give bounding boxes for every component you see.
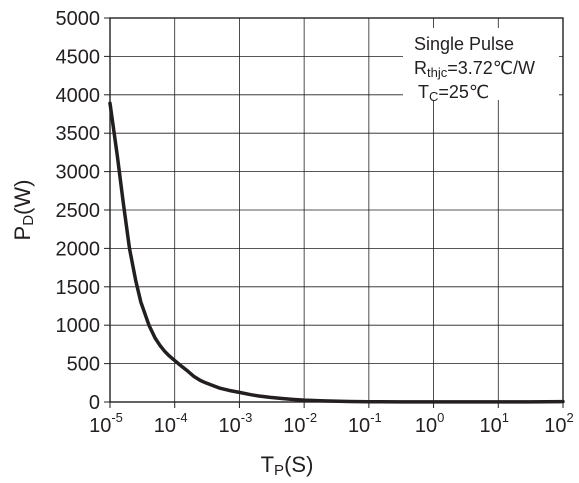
x-tick-label: 10-4 (154, 410, 188, 437)
rthjc-subscript: thjc (427, 65, 448, 80)
x-axis-title-unit: (S) (284, 452, 313, 477)
x-tick-label: 100 (415, 410, 444, 437)
x-tick-exponent: -5 (111, 410, 123, 425)
tc-main: T (418, 82, 429, 102)
y-tick-label: 1500 (56, 277, 101, 299)
x-tick-exponent: -4 (176, 410, 188, 425)
y-tick-label: 3000 (56, 162, 101, 184)
x-axis: 10-5 10-4 10-3 10-2 10-1 100 101 102 (89, 402, 574, 437)
y-axis-title-main: P (10, 226, 35, 241)
grid (110, 18, 563, 402)
annotation-box (403, 28, 559, 100)
y-tick-label: 500 (67, 354, 100, 376)
annotation: Single Pulse Rthjc=3.72℃/W TC=25℃ (414, 34, 535, 104)
x-axis-title-subscript: P (274, 462, 284, 479)
y-tick-label: 3500 (56, 123, 101, 145)
x-tick-label: 102 (544, 410, 573, 437)
annotation-line-rthjc: Rthjc=3.72℃/W (414, 58, 535, 80)
x-tick-base: 10 (415, 415, 437, 437)
x-tick-exponent: 2 (567, 410, 574, 425)
x-tick-label: 10-3 (219, 410, 253, 437)
y-axis-title-unit: (W) (10, 180, 35, 215)
tc-subscript: C (429, 89, 438, 104)
x-tick-label: 10-5 (89, 410, 123, 437)
x-tick-label: 101 (480, 410, 509, 437)
y-tick-label: 4000 (56, 85, 101, 107)
y-axis-title-subscript: D (20, 215, 37, 226)
x-tick-exponent: 0 (437, 410, 444, 425)
annotation-line-single-pulse: Single Pulse (414, 34, 514, 54)
x-tick-base: 10 (283, 415, 305, 437)
rthjc-main: R (414, 58, 427, 78)
y-axis-title: PD(W) (10, 180, 37, 241)
y-tick-label: 4500 (56, 46, 101, 68)
x-tick-base: 10 (219, 415, 241, 437)
x-tick-exponent: 1 (502, 410, 509, 425)
annotation-line-tc: TC=25℃ (418, 82, 489, 104)
x-tick-base: 10 (480, 415, 502, 437)
x-tick-base: 10 (348, 415, 370, 437)
x-axis-title: TP(S) (261, 452, 314, 479)
y-tick-label: 2500 (56, 200, 101, 222)
y-tick-label: 5000 (56, 8, 101, 30)
plot-frame (109, 17, 564, 403)
x-tick-base: 10 (544, 415, 566, 437)
series-line-power (108, 101, 565, 404)
tc-value: =25℃ (438, 82, 489, 102)
rthjc-value: =3.72℃/W (447, 58, 535, 78)
x-tick-exponent: -3 (241, 410, 253, 425)
y-tick-label: 1000 (56, 315, 101, 337)
x-tick-base: 10 (89, 415, 111, 437)
y-tick-label: 2000 (56, 238, 101, 260)
x-tick-base: 10 (154, 415, 176, 437)
x-tick-exponent: -1 (370, 410, 382, 425)
y-axis: 0 500 1000 1500 2000 2500 3000 3500 4000 4500 5000 (56, 8, 110, 414)
x-tick-exponent: -2 (305, 410, 317, 425)
x-axis-title-main: T (261, 452, 274, 477)
x-tick-label: 10-1 (348, 410, 382, 437)
x-tick-label: 10-2 (283, 410, 317, 437)
y-tick-label: 0 (89, 392, 100, 414)
